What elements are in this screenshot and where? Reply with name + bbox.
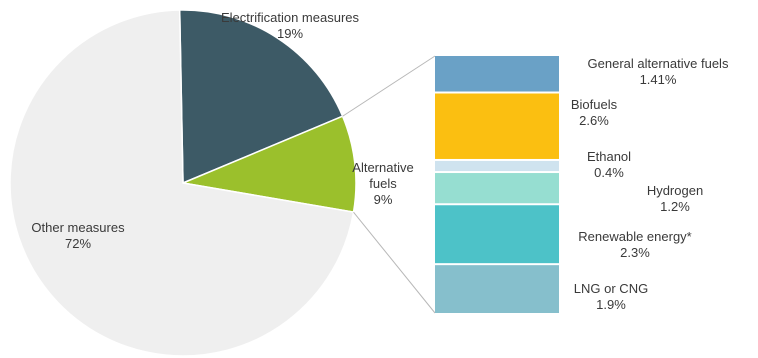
pie-label-other-measures: Other measures 72% [31,220,125,251]
pie-label-alternative-fuels: Alternative fuels 9% [352,160,413,207]
connector-line-top [342,55,436,117]
stacked-bar: General alternative fuels 1.41% Biofuels 2.… [435,56,729,313]
pie-slice-alternative-fuels [180,115,357,214]
bar-segment-general-alternative-fuels [435,56,559,92]
pie-slice-other-measures [9,9,355,357]
bar-label-lng-or-cng: LNG or CNG 1.9% [574,281,648,312]
bar-segment-biofuels [435,93,559,159]
pie-chart: Electrification measures 19% Alternative fu… [9,9,414,357]
bar-segment-ethanol [435,160,559,172]
bar-segment-renewable-energy [435,205,559,264]
bar-label-general-alternative-fuels: General alternative fuels 1.41% [588,56,729,87]
pie-label-electrification-measures: Electrification measures 19% [221,10,359,41]
bar-segment-hydrogen [435,173,559,204]
bar-label-ethanol: Ethanol 0.4% [587,149,631,180]
bar-segment-lng-or-cng [435,265,559,313]
breakdown-connectors [342,55,436,314]
connector-line-bottom [353,211,436,314]
bar-label-biofuels: Biofuels 2.6% [571,97,618,128]
bar-label-renewable-energy: Renewable energy* 2.3% [578,229,691,260]
pie-slice-electrification-measures [178,9,344,185]
bar-label-hydrogen: Hydrogen 1.2% [647,183,703,214]
